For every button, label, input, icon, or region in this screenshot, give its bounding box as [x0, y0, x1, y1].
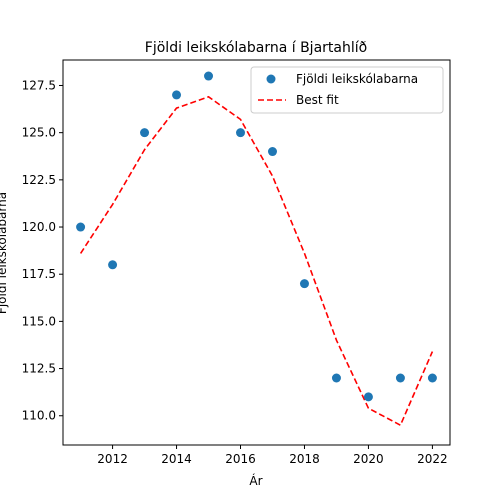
- data-point: [428, 374, 437, 383]
- legend-marker-scatter: [267, 75, 276, 84]
- data-point: [76, 223, 85, 232]
- y-tick-label: 115.0: [22, 314, 56, 328]
- data-point: [332, 374, 341, 383]
- x-tick-label: 2020: [353, 452, 384, 466]
- data-point: [108, 260, 117, 269]
- data-point: [236, 128, 245, 137]
- x-tick-label: 2012: [97, 452, 128, 466]
- x-tick-label: 2014: [161, 452, 192, 466]
- legend-label-scatter: Fjöldi leikskólabarna: [296, 72, 418, 86]
- x-tick-label: 2018: [289, 452, 320, 466]
- chart-title: Fjöldi leikskólabarna í Bjartahlíð: [145, 40, 367, 56]
- data-point: [172, 90, 181, 99]
- y-tick-label: 120.0: [22, 220, 56, 234]
- y-tick-label: 122.5: [22, 173, 56, 187]
- legend-label-fit: Best fit: [296, 93, 339, 107]
- legend: Fjöldi leikskólabarna Best fit: [251, 67, 443, 113]
- y-tick-label: 110.0: [22, 409, 56, 423]
- x-tick-label: 2016: [225, 452, 256, 466]
- x-tick-label: 2022: [417, 452, 448, 466]
- y-tick-label: 125.0: [22, 126, 56, 140]
- data-point: [204, 72, 213, 81]
- y-tick-label: 127.5: [22, 78, 56, 92]
- data-point: [364, 392, 373, 401]
- y-axis-label: Fjöldi leikskólabarna: [0, 192, 9, 314]
- y-tick-label: 117.5: [22, 267, 56, 281]
- data-point: [300, 279, 309, 288]
- data-point: [140, 128, 149, 137]
- data-point: [268, 147, 277, 156]
- y-tick-label: 112.5: [22, 362, 56, 376]
- data-point: [396, 374, 405, 383]
- x-axis-label: Ár: [249, 473, 262, 488]
